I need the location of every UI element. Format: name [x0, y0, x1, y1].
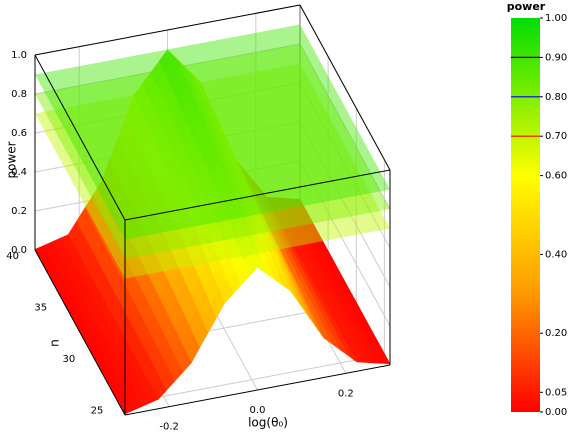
colorbar-tick-label: 0.20: [545, 328, 567, 339]
colorbar-tick-label: 0.00: [545, 407, 567, 418]
y-tick-label: 40: [6, 251, 19, 262]
grid-line: [299, 121, 391, 288]
x-axis-label: log(θ₀): [248, 416, 288, 430]
grid-line: [299, 160, 391, 327]
reference-plane: [35, 24, 390, 240]
z-tick-label: 0.8: [11, 89, 27, 100]
box-edge: [299, 4, 391, 171]
grid-line: [299, 43, 391, 210]
surface-patch: [118, 399, 134, 415]
colorbar-tick-label: 0.60: [545, 171, 567, 182]
z-tick-label: 0.0: [11, 245, 27, 256]
colorbar: [511, 18, 540, 412]
z-tick-label: 1.0: [11, 50, 27, 61]
surface-patch: [139, 95, 155, 121]
box-edge: [124, 169, 391, 221]
box-edge: [34, 54, 126, 221]
colorbar-tick-label: 0.70: [545, 131, 567, 142]
z-tick-label: 0.4: [11, 167, 27, 178]
colorbar-tick-label: 0.05: [545, 387, 567, 398]
colorbar-tick-label: 0.40: [545, 249, 567, 260]
colorbar-tick-label: 0.90: [545, 52, 567, 63]
surface-patch: [170, 134, 186, 160]
colorbar-tick-label: 1.00: [545, 13, 567, 24]
y-tick-label: 35: [34, 303, 47, 314]
grid-line: [299, 82, 391, 249]
surface-patch: [201, 175, 216, 201]
surface-patch: [220, 192, 236, 218]
box-edge: [34, 4, 301, 56]
x-tick-label: 0.2: [338, 388, 354, 399]
box-edge: [34, 249, 126, 416]
z-tick-label: 0.6: [11, 128, 27, 139]
surface-patch: [156, 72, 171, 98]
z-tick-label: 0.2: [11, 206, 27, 217]
x-tick-label: 0.0: [250, 405, 266, 416]
grid-line: [119, 354, 385, 406]
reference-plane: [35, 44, 390, 259]
colorbar-title: power: [507, 0, 546, 13]
x-tick-label: -0.2: [159, 422, 179, 432]
box-edge: [124, 364, 391, 416]
y-tick-label: 25: [91, 406, 104, 417]
y-tick-label: 30: [63, 354, 76, 365]
surface-patch: [186, 111, 202, 137]
colorbar-tick-label: 0.80: [545, 92, 567, 103]
z-axis-label: power: [5, 141, 19, 178]
y-axis-label: n: [48, 339, 62, 347]
